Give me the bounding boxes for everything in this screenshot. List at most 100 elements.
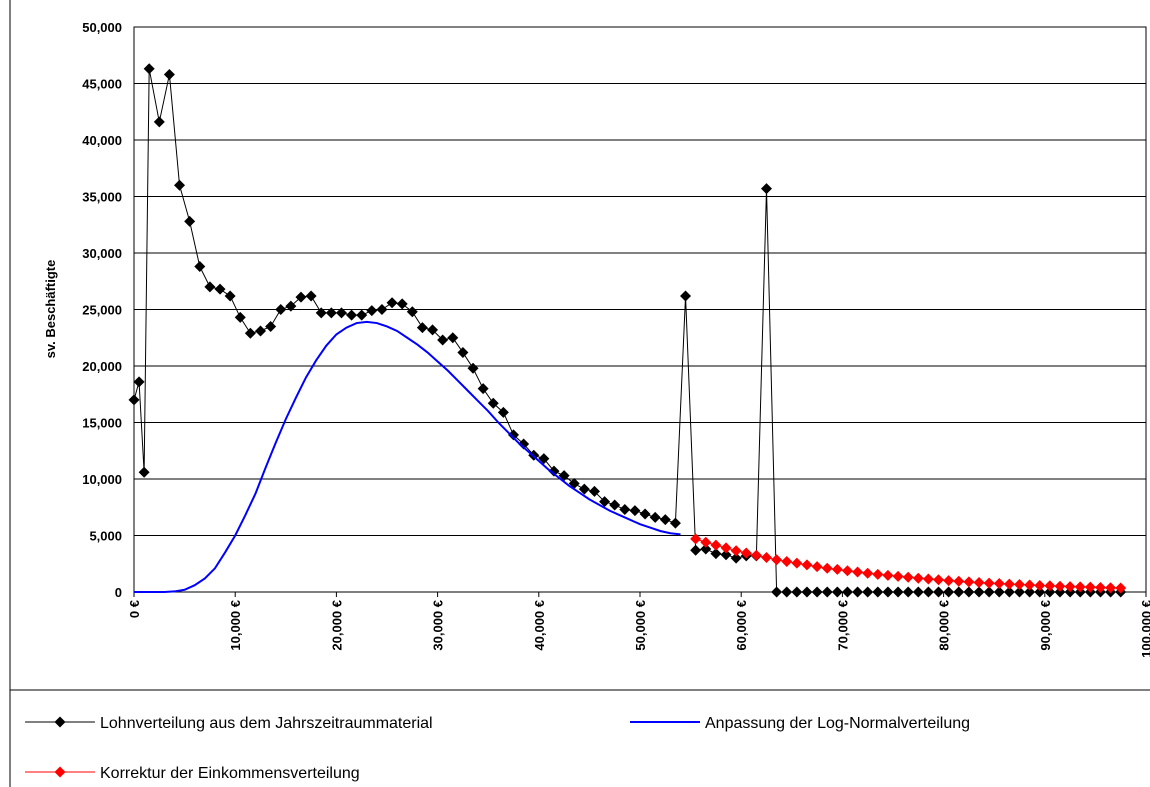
data-point <box>406 306 418 318</box>
data-point <box>690 533 702 545</box>
data-point <box>487 397 499 409</box>
data-point <box>578 483 590 495</box>
data-point <box>700 543 712 555</box>
chart-border <box>9 0 11 787</box>
data-point <box>862 586 874 598</box>
data-point <box>811 561 823 573</box>
data-point <box>619 504 631 516</box>
data-point <box>285 300 297 312</box>
data-point <box>214 283 226 295</box>
x-tick-label: 70,000 € <box>835 600 850 651</box>
data-point <box>538 453 550 465</box>
y-tick-label: 30,000 <box>82 246 122 261</box>
series-line <box>133 68 1121 593</box>
x-tick-label: 50,000 € <box>633 600 648 651</box>
data-point <box>963 586 975 598</box>
data-point <box>659 514 671 526</box>
y-tick-label: 45,000 <box>82 77 122 92</box>
data-point <box>791 586 803 598</box>
y-tick-label: 0 <box>115 585 122 600</box>
data-point <box>477 383 489 395</box>
data-point <box>184 215 196 227</box>
data-point <box>194 261 206 273</box>
legend-marker <box>54 766 66 778</box>
data-point <box>143 63 155 75</box>
data-point <box>821 586 833 598</box>
data-point <box>244 327 256 339</box>
data-point <box>335 307 347 319</box>
data-point <box>1054 580 1066 592</box>
x-tick-label: 0 € <box>127 600 142 618</box>
data-point <box>163 68 175 80</box>
data-point <box>801 586 813 598</box>
data-point <box>1084 581 1096 593</box>
data-point <box>386 297 398 309</box>
x-tick-label: 10,000 € <box>228 600 243 651</box>
data-point <box>457 346 469 358</box>
y-tick-label: 5,000 <box>89 529 122 544</box>
data-point <box>1054 586 1066 598</box>
data-point <box>710 548 722 560</box>
data-point <box>902 586 914 598</box>
data-point <box>983 577 995 589</box>
data-point <box>983 586 995 598</box>
data-point <box>416 322 428 334</box>
data-point <box>993 578 1005 590</box>
data-point <box>315 307 327 319</box>
data-point <box>892 570 904 582</box>
data-point <box>1044 586 1056 598</box>
data-point <box>862 567 874 579</box>
data-point <box>831 563 843 575</box>
data-point <box>912 572 924 584</box>
data-point <box>781 586 793 598</box>
data-point <box>133 376 145 388</box>
data-point <box>376 304 388 315</box>
data-point <box>356 309 368 321</box>
data-point <box>1044 580 1056 592</box>
legend-label: Lohnverteilung aus dem Jahrszeitraummate… <box>100 715 433 732</box>
data-point <box>852 566 864 578</box>
data-point <box>1074 581 1086 593</box>
data-point <box>295 291 307 303</box>
legend-marker <box>54 716 66 728</box>
data-point <box>690 544 702 556</box>
data-point <box>841 586 853 598</box>
data-point <box>1034 586 1046 598</box>
data-point <box>128 394 140 406</box>
data-point <box>973 577 985 589</box>
data-point <box>943 575 955 587</box>
x-tick-label: 30,000 € <box>431 600 446 651</box>
data-point <box>204 281 216 293</box>
data-point <box>953 575 965 587</box>
data-point <box>265 320 277 332</box>
data-point <box>872 586 884 598</box>
data-point <box>508 429 519 441</box>
data-point <box>882 586 894 598</box>
data-point <box>922 573 934 585</box>
x-tick-label: 80,000 € <box>937 600 952 651</box>
data-point <box>771 586 783 598</box>
data-point <box>588 485 600 497</box>
series-line <box>134 320 681 593</box>
x-tick-label: 90,000 € <box>1038 600 1053 651</box>
x-tick-label: 20,000 € <box>329 600 344 651</box>
data-point <box>1014 586 1025 598</box>
data-point <box>174 179 186 191</box>
data-point <box>852 586 864 598</box>
data-point <box>993 586 1005 598</box>
data-point <box>548 465 560 477</box>
data-point <box>1024 586 1036 598</box>
data-point <box>234 311 246 323</box>
data-point <box>224 290 236 302</box>
x-tick-label: 100,000 € <box>1139 600 1150 658</box>
data-point <box>153 116 165 128</box>
data-point <box>669 517 681 529</box>
data-point <box>467 362 479 374</box>
data-point <box>1064 581 1076 593</box>
data-point <box>720 549 732 561</box>
data-point <box>447 332 459 344</box>
data-point <box>255 325 266 337</box>
data-point <box>1034 579 1046 591</box>
data-point <box>1094 581 1106 593</box>
